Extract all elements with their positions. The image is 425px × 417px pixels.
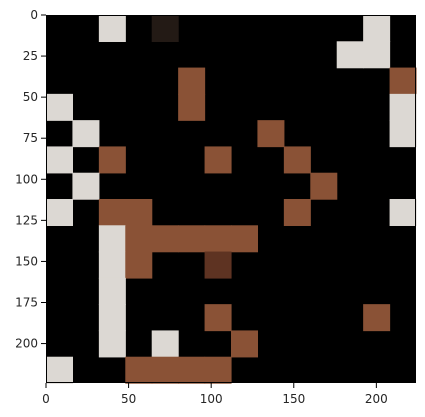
image-tile [125, 225, 153, 253]
y-tick-label: 100 [15, 172, 38, 186]
y-tick-label: 175 [15, 296, 38, 310]
image-tile [389, 93, 417, 121]
image-tile [98, 15, 126, 42]
image-tile [231, 330, 258, 358]
image-tile [72, 120, 100, 148]
image-tile [389, 199, 417, 226]
x-tick-label: 100 [200, 392, 223, 406]
x-tick-label: 0 [42, 392, 50, 406]
image-tile [283, 199, 311, 226]
image-tile [389, 67, 417, 95]
image-tile [98, 146, 126, 174]
image-tile [98, 199, 126, 226]
image-tiles [46, 15, 417, 384]
image-tile [204, 146, 232, 174]
image-tile [204, 251, 232, 279]
image-tile [125, 356, 153, 384]
image-tile [46, 199, 73, 226]
axes-frame [46, 15, 416, 383]
image-tile [204, 225, 232, 253]
x-tick-label: 200 [365, 392, 388, 406]
image-tile [125, 199, 153, 226]
image-tile [363, 15, 391, 42]
image-tile [151, 330, 179, 358]
x-tick-label: 50 [121, 392, 136, 406]
image-tile [151, 225, 179, 253]
image-tile [231, 225, 258, 253]
y-tick-label: 125 [15, 213, 38, 227]
image-tile [178, 225, 206, 253]
image-tile [98, 277, 126, 305]
image-tile [178, 93, 206, 121]
image-tile [178, 67, 206, 95]
image-tile [98, 251, 126, 279]
y-tick-label: 25 [23, 49, 38, 63]
image-tile [46, 93, 73, 121]
image-tile [98, 304, 126, 332]
y-tick-label: 0 [30, 8, 38, 22]
x-axis: 0 50 100 150 200 [42, 383, 388, 406]
image-tile [178, 356, 206, 384]
image-tile [310, 172, 338, 200]
y-tick-label: 200 [15, 337, 38, 351]
image-tile [151, 356, 179, 384]
image-tile [72, 172, 100, 200]
y-tick-label: 75 [23, 131, 38, 145]
image-tile [336, 41, 364, 69]
image-tile [283, 146, 311, 174]
image-tile [98, 225, 126, 253]
image-tile [98, 330, 126, 358]
x-tick-label: 150 [282, 392, 305, 406]
image-tile [363, 304, 391, 332]
image-tile [389, 120, 417, 148]
image-tile [363, 41, 391, 69]
image-tile [151, 15, 179, 42]
image-tile [46, 356, 73, 384]
image-tile [204, 356, 232, 384]
image-tile [46, 146, 73, 174]
y-tick-label: 50 [23, 90, 38, 104]
image-tile [125, 251, 153, 279]
y-axis: 0 25 50 75 100 125 150 175 200 [15, 8, 46, 351]
y-tick-label: 150 [15, 254, 38, 268]
image-tile [204, 304, 232, 332]
image-tile [257, 120, 285, 148]
